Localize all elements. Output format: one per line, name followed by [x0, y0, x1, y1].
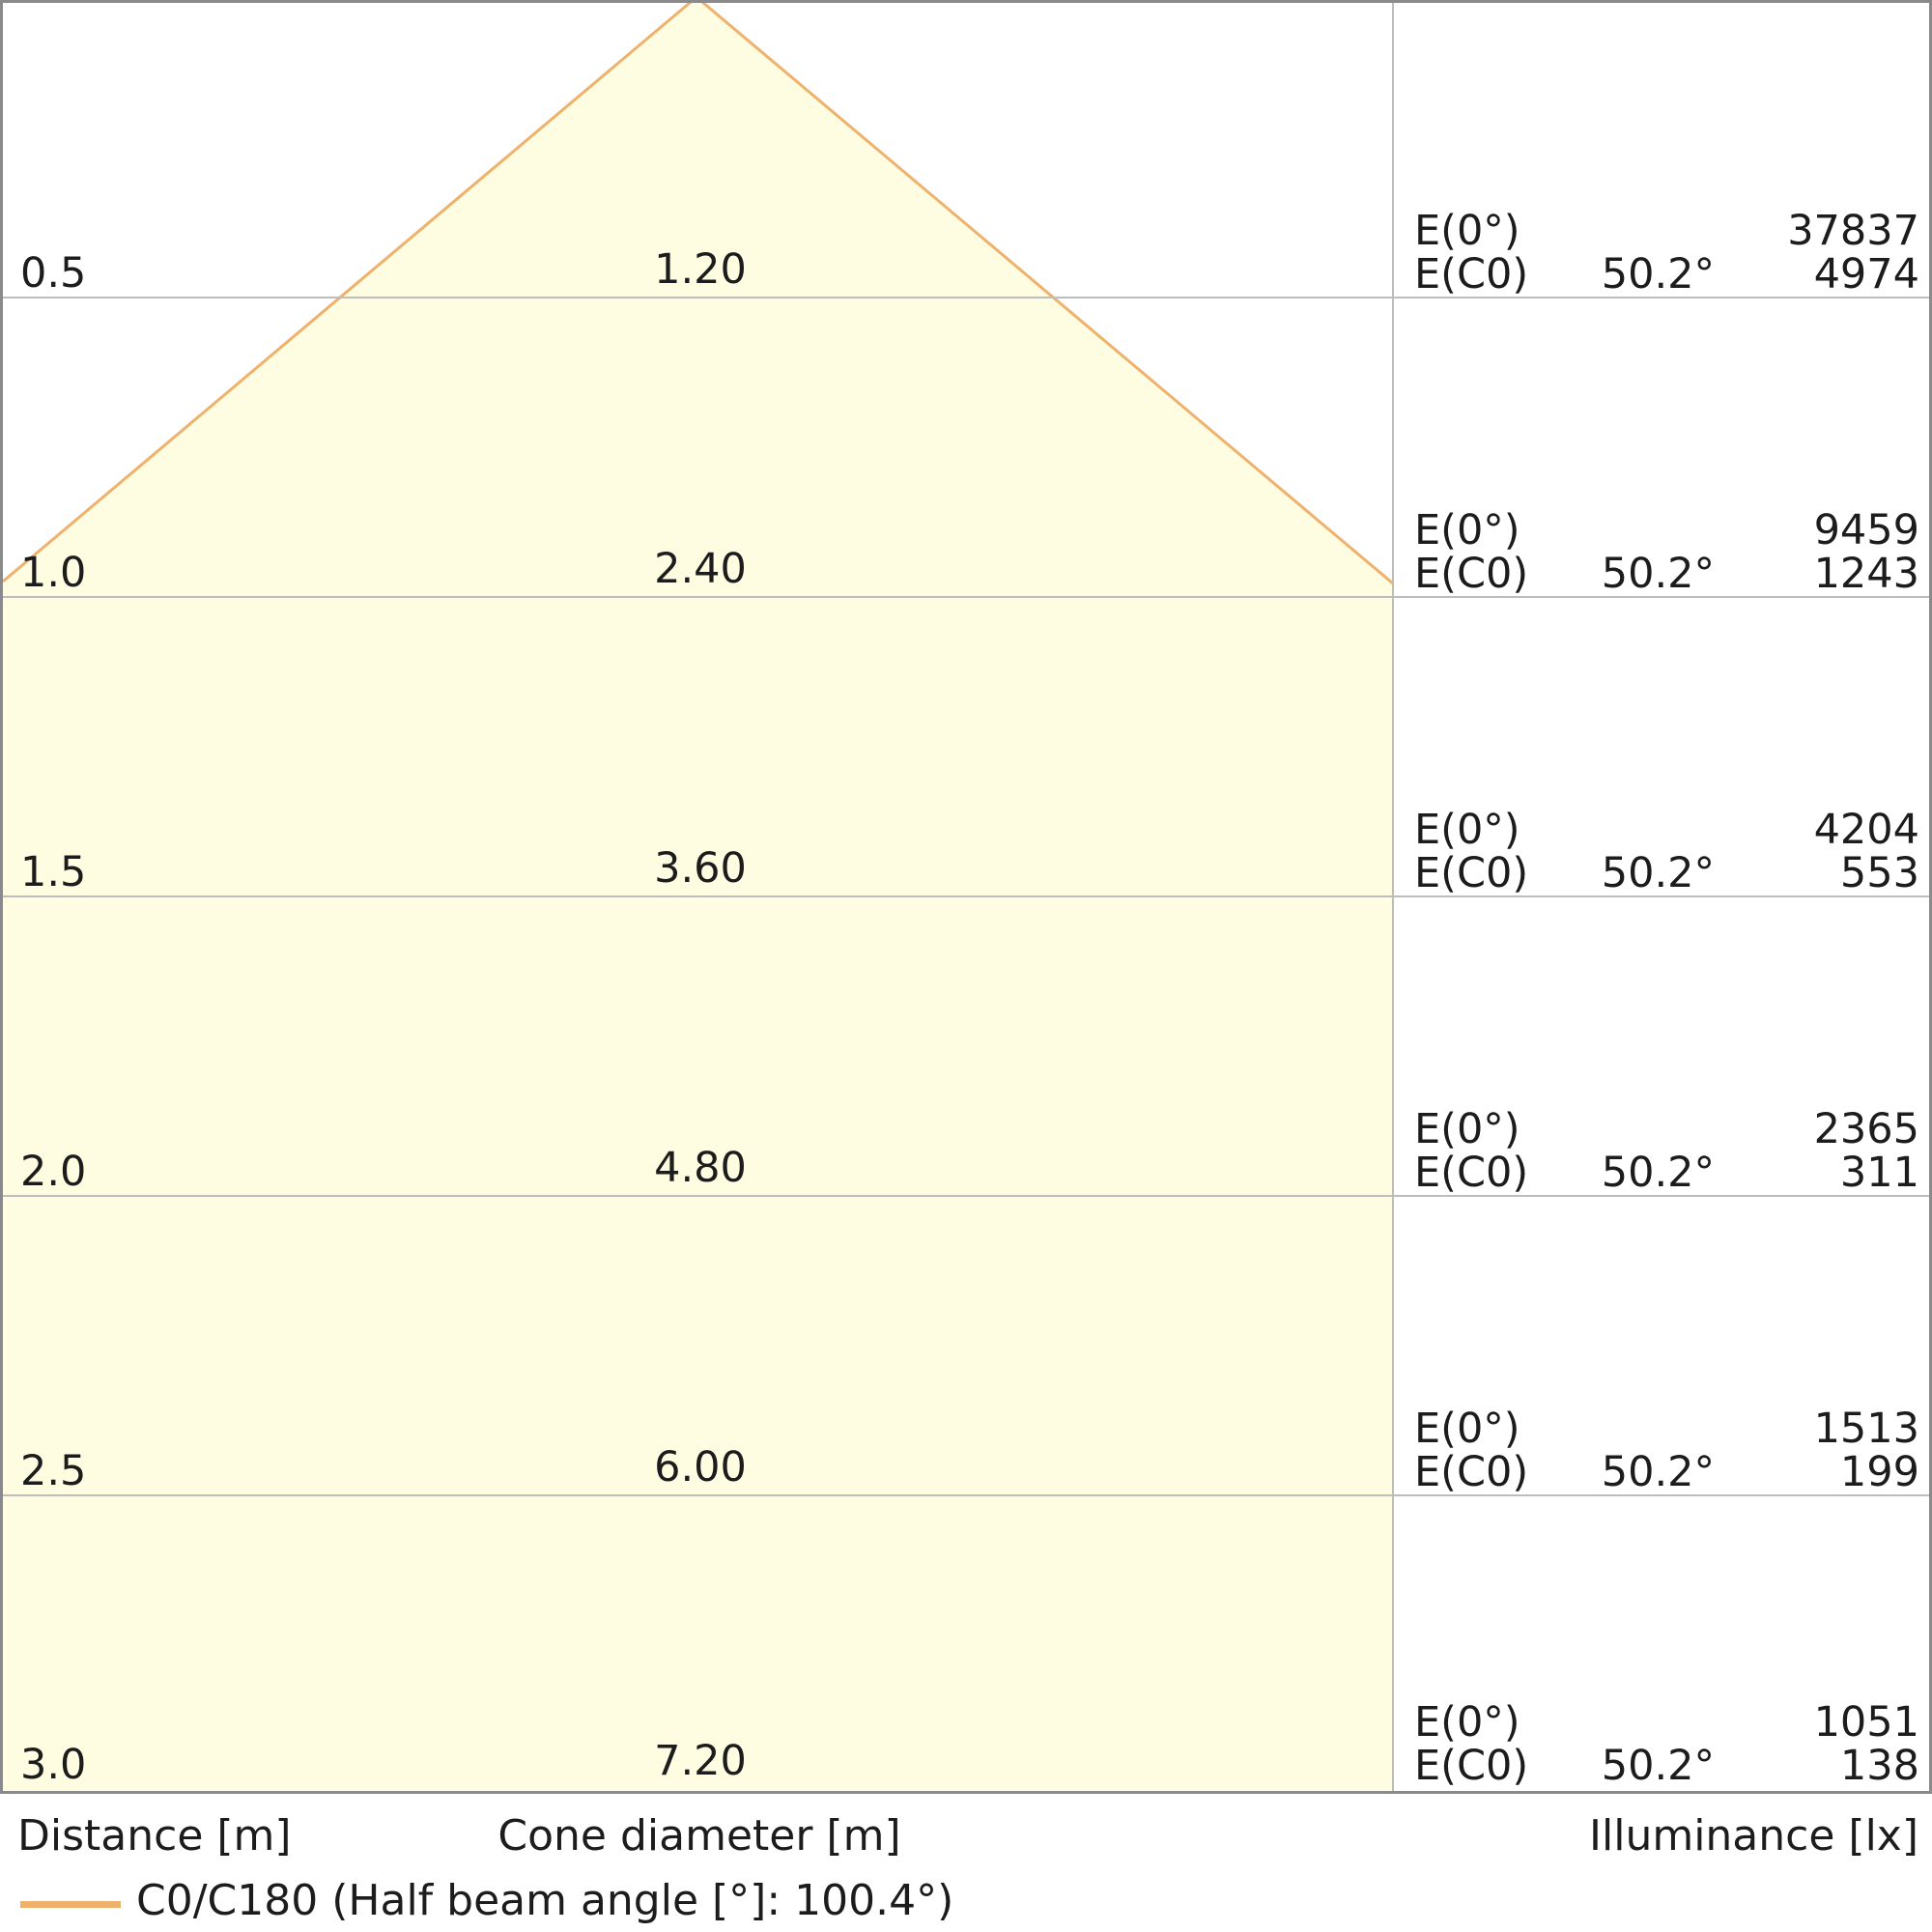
- cone-diameter-axis-label: Cone diameter [m]: [497, 1811, 901, 1861]
- cone-diameter-value: 7.20: [654, 1737, 747, 1785]
- legend-label: C0/C180 (Half beam angle [°]: 100.4°): [136, 1876, 954, 1925]
- cone-diameter-value: 3.60: [654, 844, 747, 893]
- e0-value: 4204: [1813, 806, 1919, 854]
- e0-label: E(0°): [1414, 506, 1520, 554]
- ec0-value: 4974: [1813, 250, 1919, 298]
- e0-value: 2365: [1813, 1105, 1919, 1153]
- grid-line-2.5m: [3, 1494, 1929, 1496]
- illuminance-row: E(0°) 4204 E(C0) 50.2° 553: [1393, 809, 1929, 895]
- ec0-value: 1243: [1813, 550, 1919, 598]
- ec0-value: 138: [1839, 1742, 1919, 1790]
- grid-line-0.5m: [3, 297, 1929, 298]
- e0-value: 1513: [1813, 1405, 1919, 1453]
- grid-line-1.5m: [3, 895, 1929, 897]
- cone-diameter-value: 1.20: [654, 245, 747, 294]
- e0-value: 9459: [1813, 506, 1919, 554]
- ec0-value: 199: [1839, 1448, 1919, 1496]
- e0-label: E(0°): [1414, 1698, 1520, 1747]
- cone-diameter-value: 6.00: [654, 1443, 747, 1492]
- illuminance-ec0-line: E(C0) 50.2° 138: [1393, 1745, 1929, 1788]
- ec0-value: 553: [1839, 849, 1919, 897]
- illuminance-row: E(0°) 2365 E(C0) 50.2° 311: [1393, 1108, 1929, 1195]
- illuminance-axis-label: Illuminance [lx]: [1589, 1811, 1918, 1861]
- e0-label: E(0°): [1414, 1405, 1520, 1453]
- e0-label: E(0°): [1414, 1105, 1520, 1153]
- ec0-label: E(C0): [1414, 1448, 1529, 1496]
- cone-diameter-value: 4.80: [654, 1144, 747, 1192]
- illuminance-ec0-line: E(C0) 50.2° 553: [1393, 852, 1929, 895]
- ec0-angle: 50.2°: [1601, 250, 1715, 298]
- e0-label: E(0°): [1414, 207, 1520, 255]
- cone-beam-edge-line: [3, 3, 1393, 585]
- illuminance-e0-line: E(0°) 1051: [1393, 1701, 1929, 1745]
- illuminance-row: E(0°) 1513 E(C0) 50.2° 199: [1393, 1407, 1929, 1494]
- ec0-label: E(C0): [1414, 849, 1529, 897]
- illuminance-e0-line: E(0°) 4204: [1393, 809, 1929, 852]
- distance-tick-label: 1.5: [20, 848, 87, 896]
- illuminance-ec0-line: E(C0) 50.2° 199: [1393, 1451, 1929, 1494]
- illuminance-row: E(0°) 1051 E(C0) 50.2° 138: [1393, 1701, 1929, 1788]
- illuminance-e0-line: E(0°) 9459: [1393, 509, 1929, 553]
- ec0-label: E(C0): [1414, 1149, 1529, 1197]
- ec0-angle: 50.2°: [1601, 849, 1715, 897]
- e0-label: E(0°): [1414, 806, 1520, 854]
- ec0-angle: 50.2°: [1601, 1149, 1715, 1197]
- legend-line-swatch: [20, 1901, 121, 1908]
- ec0-angle: 50.2°: [1601, 1742, 1715, 1790]
- illuminance-ec0-line: E(C0) 50.2° 1243: [1393, 553, 1929, 596]
- illuminance-e0-line: E(0°) 1513: [1393, 1407, 1929, 1451]
- ec0-angle: 50.2°: [1601, 550, 1715, 598]
- cone-diameter-value: 2.40: [654, 545, 747, 593]
- legend: C0/C180 (Half beam angle [°]: 100.4°): [0, 1876, 1932, 1930]
- cone-diagram-chart: 0.5 1.0 1.5 2.0 2.5 3.0 1.20 2.40 3.60 4…: [0, 0, 1932, 1794]
- illuminance-ec0-line: E(C0) 50.2° 4974: [1393, 253, 1929, 297]
- e0-value: 37837: [1787, 207, 1919, 255]
- distance-axis-label: Distance [m]: [17, 1811, 292, 1861]
- distance-tick-label: 0.5: [20, 249, 87, 298]
- illuminance-ec0-line: E(C0) 50.2° 311: [1393, 1151, 1929, 1195]
- illuminance-row: E(0°) 37837 E(C0) 50.2° 4974: [1393, 210, 1929, 297]
- illuminance-e0-line: E(0°) 2365: [1393, 1108, 1929, 1151]
- illuminance-e0-line: E(0°) 37837: [1393, 210, 1929, 253]
- ec0-angle: 50.2°: [1601, 1448, 1715, 1496]
- distance-tick-label: 2.5: [20, 1447, 87, 1495]
- panel-divider-line: [1392, 3, 1394, 1791]
- ec0-value: 311: [1839, 1149, 1919, 1197]
- e0-value: 1051: [1813, 1698, 1919, 1747]
- grid-line-1.0m: [3, 596, 1929, 598]
- ec0-label: E(C0): [1414, 250, 1529, 298]
- distance-tick-label: 1.0: [20, 549, 87, 597]
- distance-tick-label: 2.0: [20, 1148, 87, 1196]
- grid-line-2.0m: [3, 1195, 1929, 1197]
- distance-tick-label: 3.0: [20, 1741, 87, 1789]
- ec0-label: E(C0): [1414, 550, 1529, 598]
- illuminance-row: E(0°) 9459 E(C0) 50.2° 1243: [1393, 509, 1929, 596]
- ec0-label: E(C0): [1414, 1742, 1529, 1790]
